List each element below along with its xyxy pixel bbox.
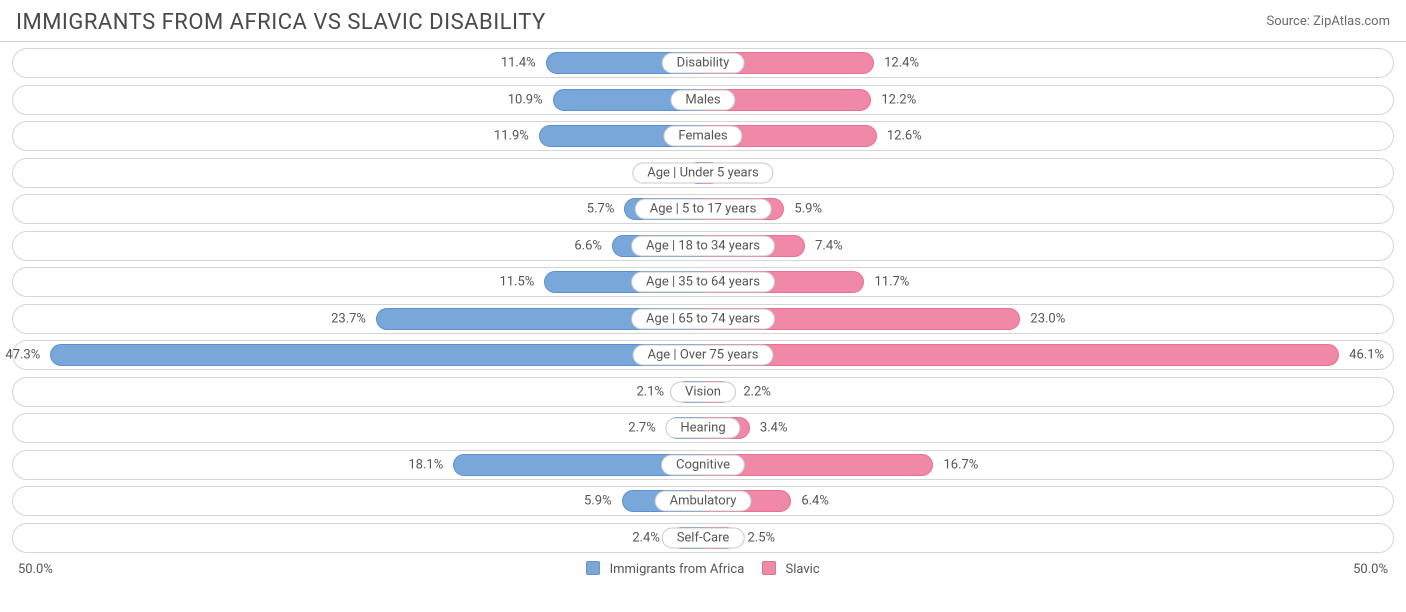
category-pill: Ambulatory bbox=[655, 491, 752, 512]
value-left: 5.7% bbox=[587, 202, 615, 217]
legend-label-right: Slavic bbox=[786, 562, 820, 577]
bar-left bbox=[50, 344, 703, 366]
category-pill: Age | 65 to 74 years bbox=[631, 308, 775, 329]
chart-row: 5.7% 5.9% Age | 5 to 17 years bbox=[12, 194, 1394, 224]
chart-row: 11.9% 12.6% Females bbox=[12, 121, 1394, 151]
category-pill: Age | 35 to 64 years bbox=[631, 272, 775, 293]
chart-row: 2.1% 2.2% Vision bbox=[12, 377, 1394, 407]
value-left: 11.9% bbox=[494, 129, 529, 144]
category-pill: Age | Under 5 years bbox=[632, 162, 773, 183]
value-left: 2.7% bbox=[628, 421, 656, 436]
category-pill: Self-Care bbox=[662, 527, 745, 548]
value-right: 2.5% bbox=[748, 530, 776, 545]
chart-row: 6.6% 7.4% Age | 18 to 34 years bbox=[12, 231, 1394, 261]
value-left: 11.5% bbox=[499, 275, 534, 290]
legend-item-right: Slavic bbox=[762, 561, 819, 577]
chart-row: 2.7% 3.4% Hearing bbox=[12, 413, 1394, 443]
value-left: 47.3% bbox=[5, 348, 40, 363]
chart-header: IMMIGRANTS FROM AFRICA VS SLAVIC DISABIL… bbox=[0, 0, 1406, 41]
legend: Immigrants from Africa Slavic bbox=[586, 561, 819, 577]
value-right: 46.1% bbox=[1349, 348, 1384, 363]
chart-row: 47.3%46.1%Age | Over 75 years bbox=[12, 340, 1394, 370]
category-pill: Cognitive bbox=[661, 454, 745, 475]
value-right: 12.2% bbox=[881, 92, 916, 107]
category-pill: Age | 18 to 34 years bbox=[631, 235, 775, 256]
value-left: 10.9% bbox=[508, 92, 543, 107]
chart-row: 11.5% 11.7% Age | 35 to 64 years bbox=[12, 267, 1394, 297]
category-pill: Disability bbox=[662, 53, 745, 74]
chart-row: 2.4% 2.5%Self-Care bbox=[12, 523, 1394, 553]
category-pill: Age | 5 to 17 years bbox=[635, 199, 772, 220]
legend-swatch-icon bbox=[762, 561, 776, 575]
value-left: 18.1% bbox=[408, 457, 443, 472]
value-right: 6.4% bbox=[801, 494, 829, 509]
value-right: 23.0% bbox=[1030, 311, 1065, 326]
axis-right-max: 50.0% bbox=[1353, 562, 1388, 577]
category-pill: Age | Over 75 years bbox=[633, 345, 774, 366]
chart-footer: 50.0% Immigrants from Africa Slavic 50.0… bbox=[0, 559, 1406, 577]
category-pill: Males bbox=[670, 89, 735, 110]
value-right: 12.6% bbox=[887, 129, 922, 144]
category-pill: Vision bbox=[670, 381, 736, 402]
chart-row: 5.9% 6.4% Ambulatory bbox=[12, 486, 1394, 516]
chart-source: Source: ZipAtlas.com bbox=[1266, 10, 1390, 29]
category-pill: Females bbox=[663, 126, 742, 147]
value-right: 5.9% bbox=[794, 202, 822, 217]
chart-title: IMMIGRANTS FROM AFRICA VS SLAVIC DISABIL… bbox=[16, 10, 546, 35]
value-right: 7.4% bbox=[815, 238, 843, 253]
value-left: 23.7% bbox=[331, 311, 366, 326]
bar-right bbox=[703, 344, 1339, 366]
value-left: 5.9% bbox=[584, 494, 612, 509]
axis-left-max: 50.0% bbox=[18, 562, 53, 577]
value-right: 2.2% bbox=[743, 384, 771, 399]
value-left: 2.1% bbox=[636, 384, 664, 399]
value-right: 11.7% bbox=[874, 275, 909, 290]
legend-swatch-icon bbox=[586, 561, 600, 575]
chart-row: 10.9% 12.2% Males bbox=[12, 85, 1394, 115]
value-left: 6.6% bbox=[574, 238, 602, 253]
legend-label-left: Immigrants from Africa bbox=[610, 562, 745, 577]
chart-row: 1.2%1.4%Age | Under 5 years bbox=[12, 158, 1394, 188]
value-right: 3.4% bbox=[760, 421, 788, 436]
value-right: 12.4% bbox=[884, 56, 919, 71]
legend-item-left: Immigrants from Africa bbox=[586, 561, 744, 577]
value-left: 11.4% bbox=[501, 56, 536, 71]
chart-row: 11.4% 12.4% Disability bbox=[12, 48, 1394, 78]
category-pill: Hearing bbox=[665, 418, 740, 439]
diverging-bar-chart: 11.4% 12.4% Disability 10.9% 12.2% Males 11.9%… bbox=[0, 41, 1406, 553]
value-right: 16.7% bbox=[943, 457, 978, 472]
chart-row: 23.7% 23.0% Age | 65 to 74 years bbox=[12, 304, 1394, 334]
chart-row: 18.1% 16.7% Cognitive bbox=[12, 450, 1394, 480]
value-left: 2.4% bbox=[632, 530, 660, 545]
